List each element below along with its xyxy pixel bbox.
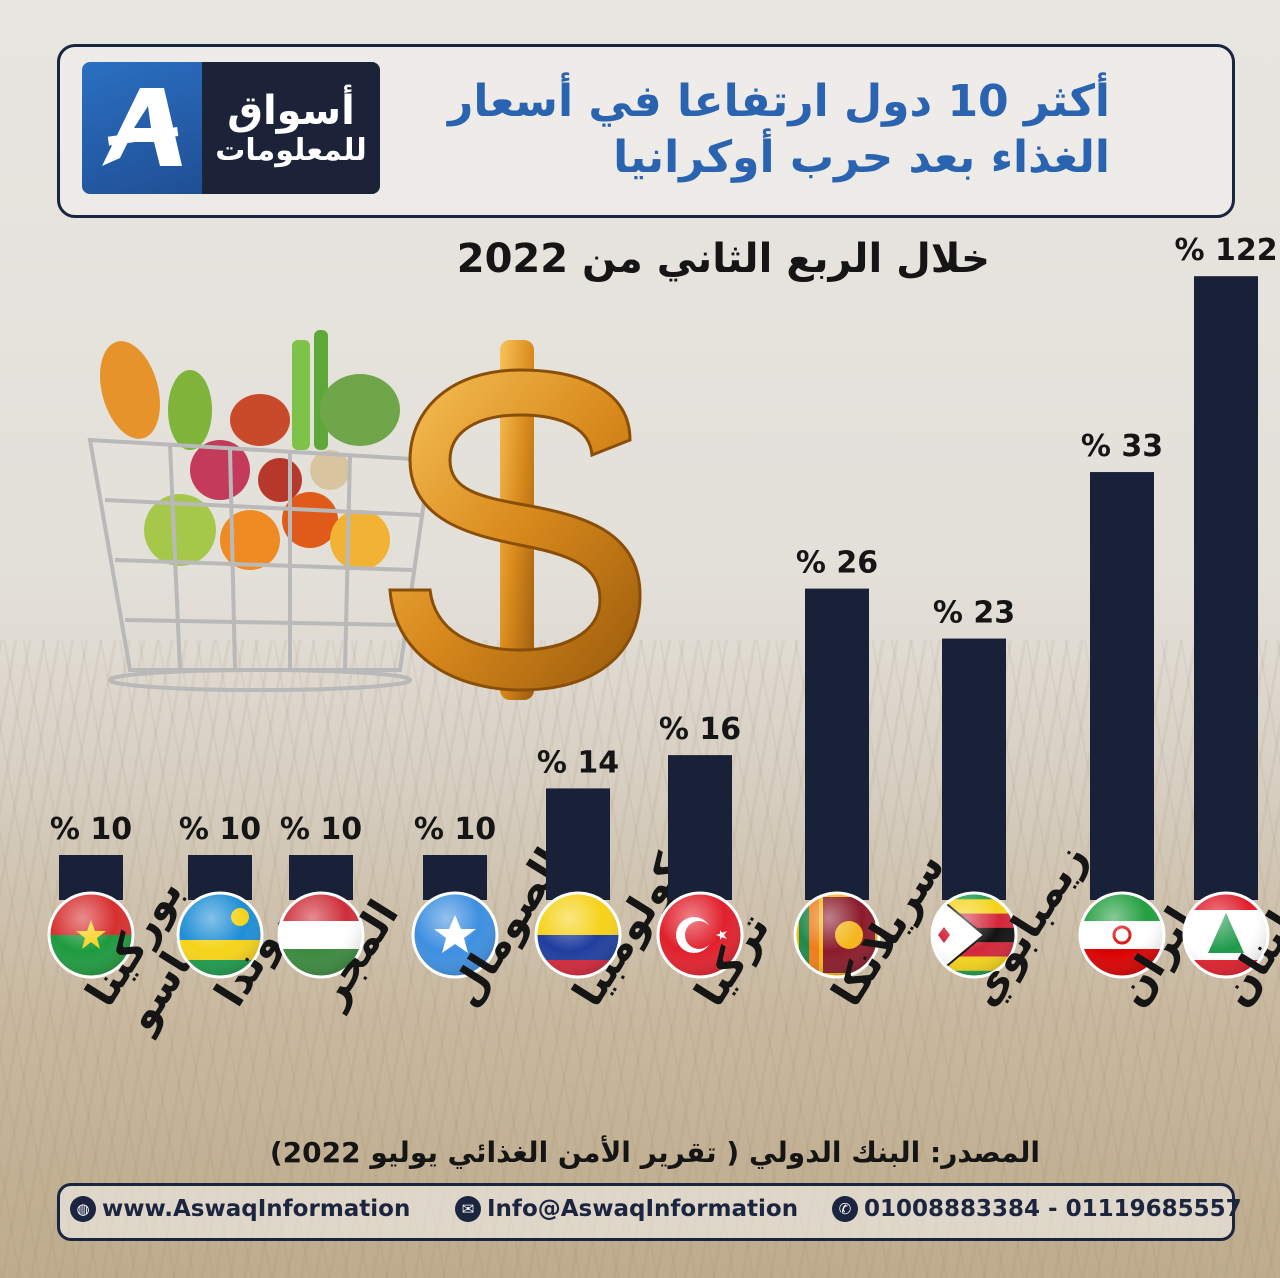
bar-8 bbox=[1090, 472, 1154, 900]
value-label-0: % 10 bbox=[50, 812, 132, 847]
email-text[interactable]: Info@AswaqInformation bbox=[487, 1196, 799, 1222]
dollar-sign-icon bbox=[388, 340, 642, 700]
grocery-basket-dollar-illustration bbox=[87, 330, 642, 700]
bar-4 bbox=[546, 788, 610, 900]
bar-7 bbox=[942, 638, 1006, 900]
sri-lanka-flag bbox=[793, 891, 881, 979]
footer-phones[interactable]: ✆ 01008883384 - 01119685557 bbox=[832, 1196, 1242, 1222]
value-label-6: % 26 bbox=[796, 546, 878, 581]
logo-line1: أسواق bbox=[227, 87, 355, 134]
footer-bar bbox=[57, 1183, 1235, 1241]
value-label-4: % 14 bbox=[537, 745, 619, 780]
bar-6 bbox=[805, 588, 869, 900]
value-label-5: % 16 bbox=[659, 712, 741, 747]
value-label-7: % 23 bbox=[933, 596, 1015, 631]
somalia-flag bbox=[411, 891, 499, 979]
title-line1: أكثر 10 دول ارتفاعا في أسعار bbox=[447, 76, 1110, 127]
email-icon: ✉ bbox=[455, 1196, 481, 1222]
page-title: أكثر 10 دول ارتفاعا في أسعار الغذاء بعد … bbox=[420, 74, 1110, 186]
burkina-faso-flag bbox=[47, 891, 135, 979]
title-line2: الغذاء بعد حرب أوكرانيا bbox=[613, 132, 1110, 183]
value-label-3: % 10 bbox=[414, 812, 496, 847]
basket-icon bbox=[87, 437, 433, 692]
bar-5 bbox=[668, 755, 732, 900]
globe-icon: ◍ bbox=[70, 1196, 96, 1222]
logo-a-mark bbox=[102, 88, 182, 166]
source-note: المصدر: البنك الدولي ( تقرير الأمن الغذا… bbox=[269, 1136, 1040, 1169]
value-label-2: % 10 bbox=[280, 812, 362, 847]
turkey-flag bbox=[656, 891, 744, 979]
website-text[interactable]: www.AswaqInformation bbox=[102, 1196, 411, 1222]
phone-icon: ✆ bbox=[832, 1196, 858, 1222]
aswaq-logo: أسواق للمعلومات bbox=[82, 62, 380, 194]
phones-text[interactable]: 01008883384 - 01119685557 bbox=[864, 1196, 1242, 1222]
footer-website[interactable]: ◍ www.AswaqInformation bbox=[70, 1196, 410, 1222]
logo-a-icon bbox=[82, 62, 202, 194]
lebanon-flag bbox=[1182, 891, 1270, 979]
value-label-8: % 33 bbox=[1081, 429, 1163, 464]
logo-line2: للمعلومات bbox=[215, 132, 367, 168]
footer-email[interactable]: ✉ Info@AswaqInformation bbox=[455, 1196, 798, 1222]
vegetables-icon bbox=[100, 330, 400, 570]
chart-subtitle: خلال الربع الثاني من 2022 bbox=[456, 236, 990, 282]
colombia-flag bbox=[534, 891, 622, 979]
logo-text: أسواق للمعلومات bbox=[202, 62, 380, 194]
value-label-1: % 10 bbox=[179, 812, 261, 847]
bar-9 bbox=[1194, 276, 1258, 900]
value-label-9: % 122 bbox=[1174, 233, 1277, 268]
zimbabwe-flag bbox=[930, 891, 1018, 979]
